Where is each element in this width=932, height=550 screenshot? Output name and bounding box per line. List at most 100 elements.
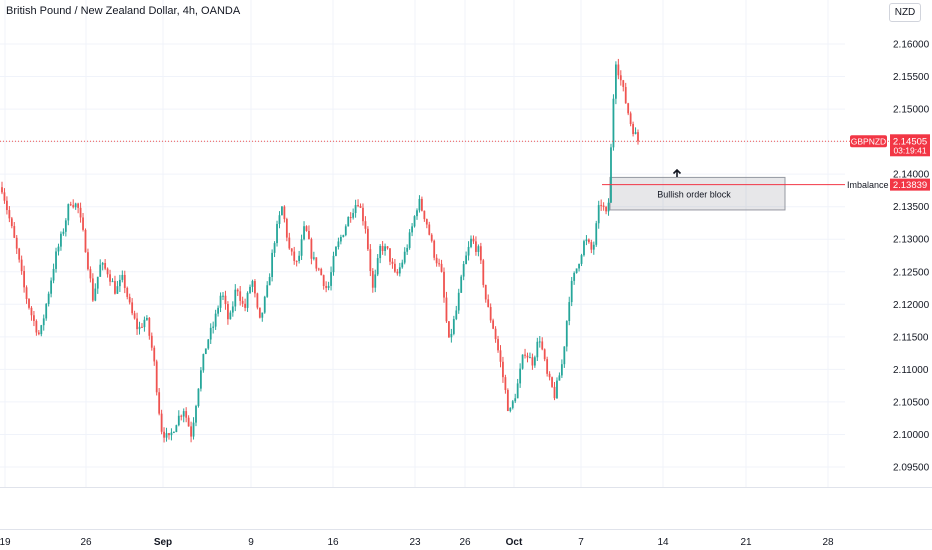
y-tick-label: 2.10000 xyxy=(893,430,930,441)
candle-body xyxy=(516,383,519,399)
candle-body xyxy=(403,251,406,263)
candle-body xyxy=(428,224,431,235)
candle-body xyxy=(526,355,529,358)
candle-body xyxy=(617,64,620,76)
time-axis[interactable]: 19 26 Sep 9 16 23 26 Oct 7 14 21 28 xyxy=(0,537,834,548)
candle-body xyxy=(138,326,141,330)
candle-body xyxy=(362,207,364,222)
candle-body xyxy=(106,268,109,275)
y-tick-label: 2.11500 xyxy=(893,332,929,343)
candle-body xyxy=(391,261,394,264)
candle-body xyxy=(241,300,244,304)
candle-body xyxy=(217,307,219,314)
candle-body xyxy=(251,281,254,287)
candle-body xyxy=(364,221,367,229)
symbol-badge xyxy=(850,135,887,148)
candle-body xyxy=(445,297,448,322)
candle-body xyxy=(352,213,355,218)
candle-body xyxy=(99,264,102,277)
candle-body xyxy=(484,284,487,300)
candle-body xyxy=(462,264,465,277)
candle-body xyxy=(632,123,634,135)
candle-body xyxy=(472,238,475,242)
candle-body xyxy=(281,206,283,216)
candle-body xyxy=(18,248,21,260)
candle-body xyxy=(190,426,192,437)
candle-body xyxy=(450,333,453,338)
candle-body xyxy=(595,223,598,245)
candle-body xyxy=(150,335,153,348)
candle-body xyxy=(126,287,129,297)
candle-body xyxy=(583,241,585,256)
candle-body xyxy=(499,350,502,362)
candle-body xyxy=(15,237,18,249)
candle-body xyxy=(440,263,443,272)
candle-body xyxy=(354,205,357,214)
candle-body xyxy=(182,411,185,417)
candle-body xyxy=(393,263,396,272)
candle-body xyxy=(607,202,610,212)
y-tick-label: 2.11000 xyxy=(893,365,929,376)
candle-body xyxy=(163,431,165,438)
candle-body xyxy=(37,332,40,335)
candle-body xyxy=(288,237,291,249)
candle-body xyxy=(379,245,382,259)
candle-body xyxy=(386,246,389,249)
candle-body xyxy=(229,312,232,320)
candle-body xyxy=(131,302,134,314)
candle-body xyxy=(460,276,463,293)
price-axis[interactable]: 2.09500 2.10000 2.10500 2.11000 2.11500 2.120… xyxy=(893,40,930,474)
candle-body xyxy=(8,210,11,219)
y-tick-label: 2.12000 xyxy=(893,300,930,311)
candle-body xyxy=(246,292,249,308)
candle-body xyxy=(359,205,362,208)
candle-body xyxy=(185,411,188,418)
candle-body xyxy=(77,203,80,208)
candle-body xyxy=(128,296,131,303)
candle-body xyxy=(285,219,288,238)
candle-body xyxy=(283,206,286,220)
candle-body xyxy=(575,268,578,273)
candle-body xyxy=(455,310,458,320)
candle-body xyxy=(538,341,541,343)
order-block-label: Bullish order block xyxy=(657,190,731,200)
candle-body xyxy=(565,320,568,347)
candle-body xyxy=(101,263,104,265)
y-tick-label: 2.13000 xyxy=(893,235,930,246)
candle-body xyxy=(89,269,92,279)
candle-body xyxy=(227,303,229,320)
candle-body xyxy=(249,286,251,293)
candle-body xyxy=(411,226,413,233)
candle-body xyxy=(308,230,310,240)
candle-body xyxy=(33,315,35,321)
candle-body xyxy=(209,327,212,340)
candle-body xyxy=(344,226,347,236)
candle-body xyxy=(524,354,526,356)
candle-body xyxy=(3,192,6,201)
candle-body xyxy=(116,286,119,294)
candle-body xyxy=(133,313,136,319)
candle-body xyxy=(514,398,517,402)
x-tick-label: Oct xyxy=(506,537,523,548)
candle-body xyxy=(465,255,468,265)
last-price-text: 2.14505 xyxy=(893,136,927,147)
candle-body xyxy=(398,267,401,274)
candle-body xyxy=(546,359,549,374)
candle-body xyxy=(121,274,124,280)
candle-body xyxy=(531,357,534,366)
candle-body xyxy=(224,295,227,304)
candle-body xyxy=(509,407,512,411)
candle-body xyxy=(310,239,313,259)
candle-body xyxy=(114,281,116,294)
candle-body xyxy=(96,276,99,289)
currency-button[interactable]: NZD xyxy=(889,3,921,22)
candle-body xyxy=(6,200,8,211)
candle-body xyxy=(418,198,421,211)
candle-body xyxy=(254,281,256,294)
x-tick-label: 9 xyxy=(248,537,254,548)
candle-body xyxy=(303,226,305,240)
candle-body xyxy=(629,113,632,124)
candle-body xyxy=(25,287,28,299)
candle-body xyxy=(614,64,617,99)
